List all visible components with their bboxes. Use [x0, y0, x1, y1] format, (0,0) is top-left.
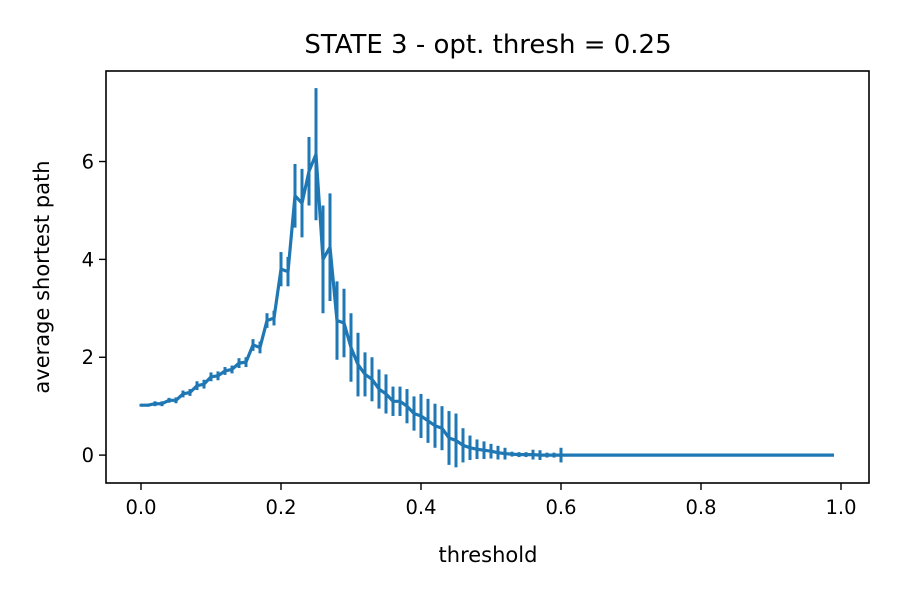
y-tick-label: 0 — [82, 444, 94, 467]
y-tick-label: 6 — [82, 151, 94, 174]
x-tick-label: 0.8 — [685, 496, 716, 519]
x-tick-label: 0.2 — [265, 496, 296, 519]
chart-title: STATE 3 - opt. thresh = 0.25 — [304, 30, 671, 60]
x-tick-label: 1.0 — [825, 496, 856, 519]
x-tick-label: 0.4 — [405, 496, 436, 519]
y-tick-label: 2 — [82, 346, 94, 369]
y-axis-label: average shortest path — [30, 160, 54, 393]
x-axis-label: threshold — [439, 543, 538, 567]
y-tick-label: 4 — [82, 248, 94, 271]
x-tick-label: 0.6 — [545, 496, 576, 519]
x-tick-label: 0.0 — [125, 496, 156, 519]
